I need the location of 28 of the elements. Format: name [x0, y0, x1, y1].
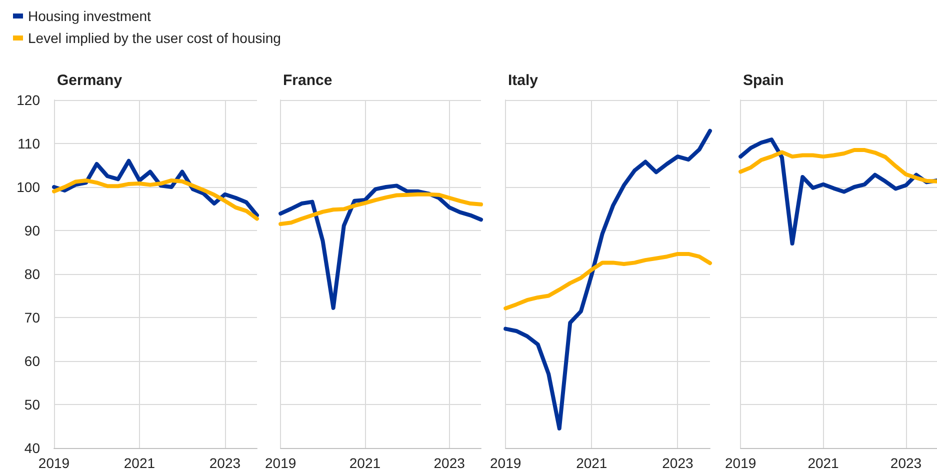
chart-title: Italy [508, 72, 539, 89]
x-tick-label: 2019 [490, 455, 522, 471]
x-tick-label: 2023 [662, 455, 694, 471]
x-tick-label: 2019 [38, 455, 70, 471]
y-tick-label: 80 [24, 266, 40, 282]
y-tick-label: 110 [18, 136, 40, 152]
line-series [52, 178, 259, 221]
y-tick-label: 40 [24, 440, 40, 456]
y-tick-label: 90 [24, 222, 40, 238]
chart-title: Spain [743, 72, 784, 89]
y-tick-label: 60 [24, 353, 40, 369]
x-tick-label: 2021 [349, 455, 381, 471]
y-tick-label: 120 [16, 92, 40, 108]
y-tick-label: 70 [24, 310, 40, 326]
x-tick-label: 2021 [576, 455, 608, 471]
x-tick-label: 2021 [124, 455, 156, 471]
y-tick-label: 50 [24, 396, 40, 412]
chart-title: France [283, 72, 332, 89]
x-tick-label: 2021 [808, 455, 840, 471]
x-tick-label: 2019 [264, 455, 296, 471]
x-tick-label: 2023 [890, 455, 922, 471]
chart-title: Germany [57, 72, 123, 89]
legend-label: Housing investment [28, 8, 152, 24]
y-tick-label: 100 [16, 179, 40, 195]
x-tick-label: 2023 [209, 455, 241, 471]
x-tick-label: 2023 [434, 455, 466, 471]
x-tick-label: 2019 [724, 455, 756, 471]
legend-label: Level implied by the user cost of housing [28, 30, 281, 46]
